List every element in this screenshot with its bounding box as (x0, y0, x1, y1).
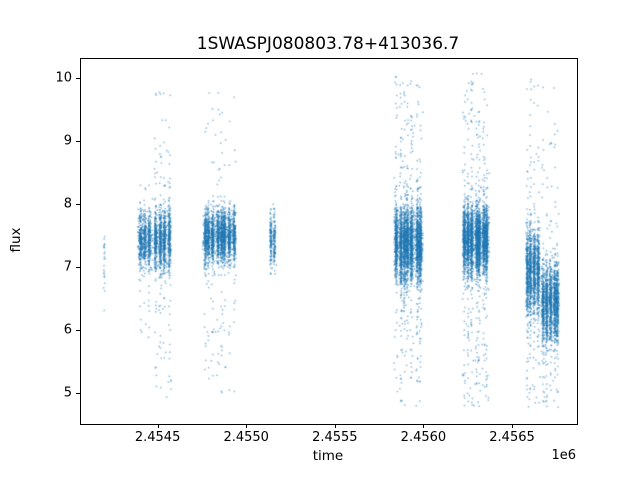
x-tick-mark (157, 424, 159, 428)
y-tick-mark (76, 78, 80, 80)
y-tick-label: 9 (63, 133, 72, 149)
y-tick-mark (76, 267, 80, 269)
axis-offset-label: 1e6 (551, 448, 576, 463)
y-tick-mark (76, 330, 80, 332)
y-tick-label: 8 (63, 196, 72, 212)
x-tick-label: 2.4565 (489, 430, 535, 445)
x-tick-mark (512, 424, 514, 428)
x-tick-label: 2.4550 (223, 430, 269, 445)
chart-title: 1SWASPJ080803.78+413036.7 (196, 34, 460, 54)
x-tick-label: 2.4560 (400, 430, 447, 445)
y-tick-mark (76, 393, 80, 395)
x-axis-label: time (312, 448, 344, 464)
y-tick-label: 7 (63, 259, 72, 275)
x-tick-mark (334, 424, 336, 428)
x-tick-mark (246, 424, 248, 428)
scatter-plot-canvas (81, 59, 577, 424)
x-tick-mark (423, 424, 425, 428)
y-tick-label: 6 (63, 322, 72, 338)
y-tick-mark (76, 141, 80, 143)
y-tick-label: 10 (55, 70, 72, 86)
x-tick-label: 2.4545 (134, 430, 181, 445)
plot-area (80, 58, 578, 425)
y-tick-label: 5 (63, 385, 72, 401)
y-axis-label: flux (8, 227, 24, 253)
x-tick-label: 2.4555 (312, 430, 358, 445)
y-tick-mark (76, 204, 80, 206)
